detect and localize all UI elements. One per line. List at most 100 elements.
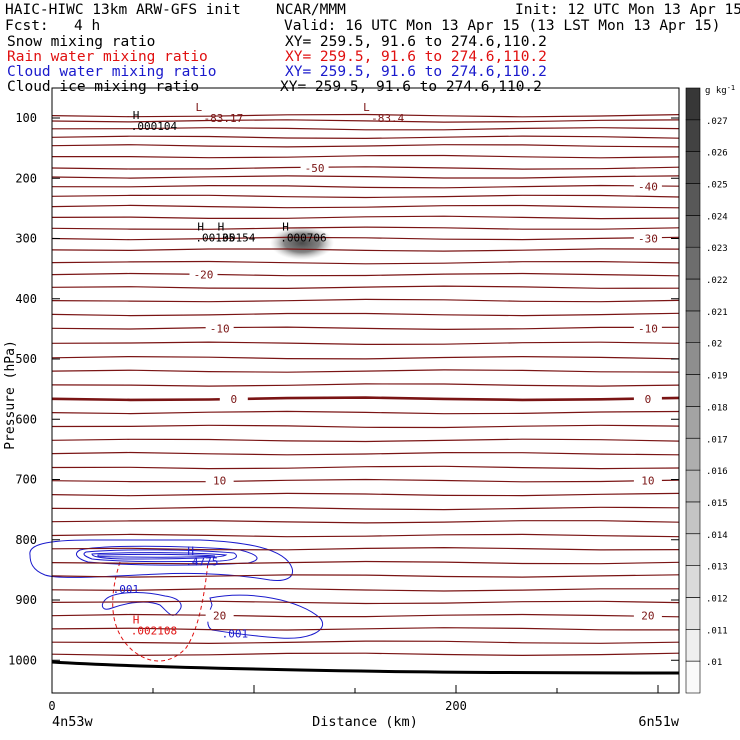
high-marker: H — [218, 221, 225, 234]
colorbar-segment — [685, 660, 701, 694]
isotherm-label: 10 — [641, 475, 654, 488]
isotherm-line — [51, 369, 680, 373]
colorbar-segment — [685, 183, 701, 216]
rain-contours — [112, 561, 209, 662]
distance-axis: 0 200 — [48, 685, 659, 713]
low-marker: L — [363, 101, 370, 114]
start-point-label: 4n53w — [52, 714, 94, 730]
isotherm-line — [51, 410, 680, 415]
y-tick-label: 500 — [15, 352, 37, 366]
colorbar-segment — [685, 278, 701, 312]
init-time: Init: 12 UTC Mon 13 Apr 15 — [515, 2, 740, 18]
isotherm-line — [51, 424, 680, 429]
isotherm-line — [51, 298, 680, 303]
field-xy-rain: XY= 259.5, 91.6 to 274.6,110.2 — [285, 49, 547, 65]
isotherm-line — [51, 438, 680, 443]
isotherm-line — [51, 574, 680, 578]
isotherm-line — [51, 627, 680, 631]
high-marker: H — [282, 221, 289, 234]
isotherm-line — [51, 175, 680, 179]
isotherm-label-bg — [219, 392, 248, 405]
y-tick-label: 600 — [15, 412, 37, 426]
isotherm-label-bg — [205, 322, 234, 335]
isotherm-label: 20 — [641, 610, 654, 623]
extremum-value: .00154 — [216, 232, 256, 245]
colorbar-label: .016 — [706, 467, 728, 477]
isotherm-line — [51, 260, 680, 265]
isotherm-line — [51, 560, 680, 565]
colorbar-segment — [685, 533, 701, 566]
colorbar-segment — [685, 469, 701, 503]
forecast-hours: 4 h — [74, 18, 101, 34]
colorbar-label: .024 — [706, 212, 728, 222]
isotherm-line — [51, 355, 680, 360]
isotherm-line — [51, 652, 680, 657]
isotherm-line — [51, 248, 680, 252]
colorbar-segment — [685, 342, 701, 375]
isotherm-label: -50 — [305, 162, 325, 175]
isotherm-line — [52, 154, 680, 159]
org-label: NCAR/MMM — [276, 2, 346, 18]
extremum-value: .4775 — [185, 556, 218, 569]
field-name-rain: Rain water mixing ratio — [7, 49, 208, 65]
field-name-cloud-ice: Cloud ice mixing ratio — [7, 79, 200, 95]
extremum-value: .000104 — [131, 120, 178, 133]
model-title: HAIC-HIWC 13km ARW-GFS init — [5, 2, 241, 18]
colorbar-segment — [685, 565, 701, 598]
isotherm-line — [51, 546, 680, 551]
field-name-cloud-water: Cloud water mixing ratio — [7, 64, 217, 80]
y-tick-label: 700 — [15, 473, 37, 487]
isotherm-label-bg — [189, 268, 218, 281]
contour-value: .001 — [113, 583, 140, 596]
isotherm-line — [51, 600, 680, 605]
colorbar-label: .014 — [706, 531, 728, 541]
colorbar-label: .026 — [706, 149, 728, 159]
isotherm-label-bg — [300, 162, 329, 175]
colorbar-segment — [685, 119, 701, 152]
high-marker: H — [133, 109, 140, 122]
isotherm-label: -20 — [194, 269, 214, 282]
isotherm-label-bg — [633, 180, 662, 193]
colorbar-segment — [685, 597, 701, 630]
colorbar-label: .011 — [706, 626, 728, 636]
isotherm-line — [51, 519, 680, 524]
cloud-water-contour — [97, 553, 216, 558]
isotherm-line — [51, 285, 680, 290]
isotherm-line — [51, 533, 680, 538]
isotherm-label: -30 — [638, 233, 658, 246]
isotherm-line — [51, 204, 680, 209]
isotherm-label-bg — [633, 609, 662, 622]
high-marker: H — [197, 221, 204, 234]
isotherm-line — [51, 506, 680, 511]
colorbar-segment — [685, 246, 701, 280]
isotherm-line — [51, 341, 680, 346]
forecast-label: Fcst: — [5, 18, 49, 34]
color-scale-bar: .01 .011 .012 .013 .014 .015 .016 .017 .018 .019.… — [685, 87, 728, 694]
field-name-snow: Snow mixing ratio — [7, 34, 156, 50]
isotherm-label: -10 — [638, 322, 658, 335]
high-marker: H — [133, 613, 140, 626]
colorbar-segment — [685, 374, 701, 407]
extremum-value: -83.17 — [204, 112, 244, 125]
isotherm-label-bg — [633, 232, 662, 245]
colorbar-segment — [685, 87, 701, 121]
isotherm-line — [51, 119, 680, 123]
y-tick-label: 300 — [15, 232, 37, 246]
isotherm-line — [51, 588, 679, 592]
cloud-water-contour — [91, 552, 228, 560]
colorbar-label: .013 — [706, 563, 728, 573]
pressure-axis-label: Pressure (hPa) — [3, 340, 18, 450]
isotherm-line — [51, 492, 680, 497]
colorbar-label: .022 — [706, 276, 728, 286]
y-tick-label: 900 — [15, 593, 37, 607]
field-xy-cloud-ice: XY= 259.5, 91.6 to 274.6,110.2 — [280, 79, 542, 95]
isotherm-line — [51, 451, 680, 456]
colorbar-label: .027 — [706, 117, 728, 127]
extremum-value: .00135 — [195, 232, 235, 245]
isotherm-line — [51, 226, 680, 230]
isotherm-label-bg — [633, 322, 662, 335]
valid-time: Valid: 16 UTC Mon 13 Apr 15 (13 LST Mon … — [284, 18, 721, 34]
extremum-value: .002108 — [131, 624, 177, 637]
cloud-water-contour — [83, 549, 237, 563]
